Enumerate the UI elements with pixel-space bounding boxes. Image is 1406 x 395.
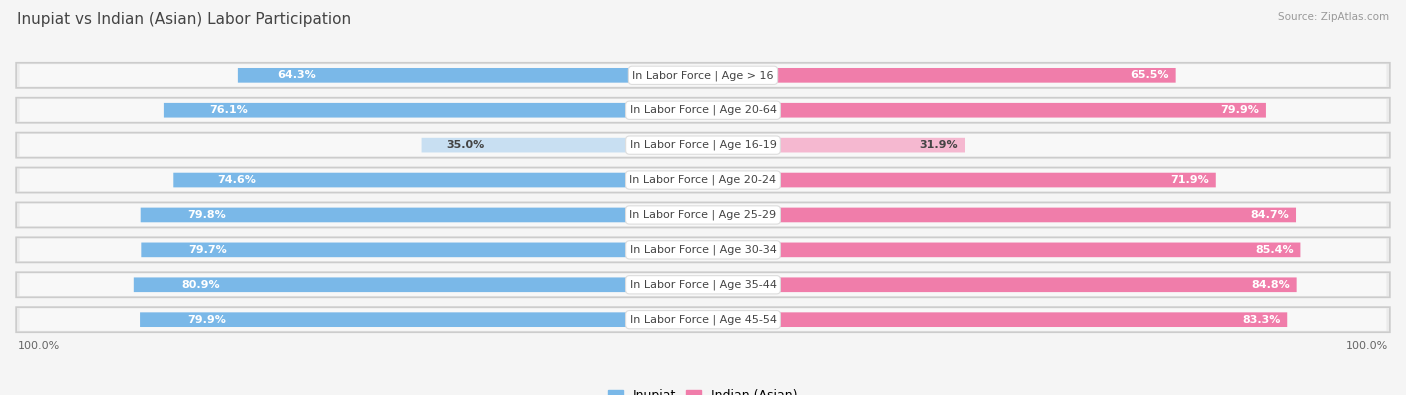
FancyBboxPatch shape [765,103,1265,118]
Text: 79.7%: 79.7% [188,245,226,255]
Text: 79.8%: 79.8% [187,210,226,220]
Text: Source: ZipAtlas.com: Source: ZipAtlas.com [1278,12,1389,22]
FancyBboxPatch shape [20,204,1386,226]
FancyBboxPatch shape [20,169,1386,191]
FancyBboxPatch shape [15,63,1391,88]
FancyBboxPatch shape [134,277,641,292]
Text: In Labor Force | Age > 16: In Labor Force | Age > 16 [633,70,773,81]
Text: 76.1%: 76.1% [209,105,247,115]
FancyBboxPatch shape [15,307,1391,332]
Text: 64.3%: 64.3% [277,70,316,80]
Text: 35.0%: 35.0% [446,140,484,150]
FancyBboxPatch shape [20,64,1386,87]
Text: 100.0%: 100.0% [17,341,59,351]
FancyBboxPatch shape [20,239,1386,261]
FancyBboxPatch shape [765,312,1288,327]
Text: 83.3%: 83.3% [1241,315,1281,325]
Text: In Labor Force | Age 16-19: In Labor Force | Age 16-19 [630,140,776,150]
FancyBboxPatch shape [765,208,1296,222]
FancyBboxPatch shape [20,99,1386,121]
FancyBboxPatch shape [15,167,1391,193]
FancyBboxPatch shape [165,103,641,118]
FancyBboxPatch shape [15,272,1391,297]
Text: 74.6%: 74.6% [218,175,256,185]
FancyBboxPatch shape [765,138,965,152]
Text: 31.9%: 31.9% [920,140,957,150]
Text: Inupiat vs Indian (Asian) Labor Participation: Inupiat vs Indian (Asian) Labor Particip… [17,12,352,27]
FancyBboxPatch shape [20,308,1386,331]
Text: 84.7%: 84.7% [1250,210,1289,220]
Text: In Labor Force | Age 20-64: In Labor Force | Age 20-64 [630,105,776,115]
Text: 79.9%: 79.9% [187,315,226,325]
FancyBboxPatch shape [765,68,1175,83]
FancyBboxPatch shape [765,243,1301,257]
Text: 84.8%: 84.8% [1251,280,1289,290]
FancyBboxPatch shape [238,68,641,83]
Text: 79.9%: 79.9% [1220,105,1258,115]
FancyBboxPatch shape [15,202,1391,228]
Text: In Labor Force | Age 25-29: In Labor Force | Age 25-29 [630,210,776,220]
Text: 80.9%: 80.9% [181,280,219,290]
FancyBboxPatch shape [422,138,641,152]
Text: In Labor Force | Age 45-54: In Labor Force | Age 45-54 [630,314,776,325]
Text: In Labor Force | Age 35-44: In Labor Force | Age 35-44 [630,280,776,290]
Legend: Inupiat, Indian (Asian): Inupiat, Indian (Asian) [603,384,803,395]
FancyBboxPatch shape [15,237,1391,262]
Text: In Labor Force | Age 30-34: In Labor Force | Age 30-34 [630,245,776,255]
FancyBboxPatch shape [142,243,641,257]
Text: 100.0%: 100.0% [1347,341,1389,351]
FancyBboxPatch shape [765,173,1216,187]
FancyBboxPatch shape [141,208,641,222]
FancyBboxPatch shape [765,277,1296,292]
FancyBboxPatch shape [15,133,1391,158]
FancyBboxPatch shape [20,134,1386,156]
Text: In Labor Force | Age 20-24: In Labor Force | Age 20-24 [630,175,776,185]
Text: 65.5%: 65.5% [1130,70,1168,80]
FancyBboxPatch shape [15,98,1391,123]
FancyBboxPatch shape [141,312,641,327]
FancyBboxPatch shape [20,274,1386,296]
Text: 85.4%: 85.4% [1256,245,1294,255]
FancyBboxPatch shape [173,173,641,187]
Text: 71.9%: 71.9% [1170,175,1209,185]
